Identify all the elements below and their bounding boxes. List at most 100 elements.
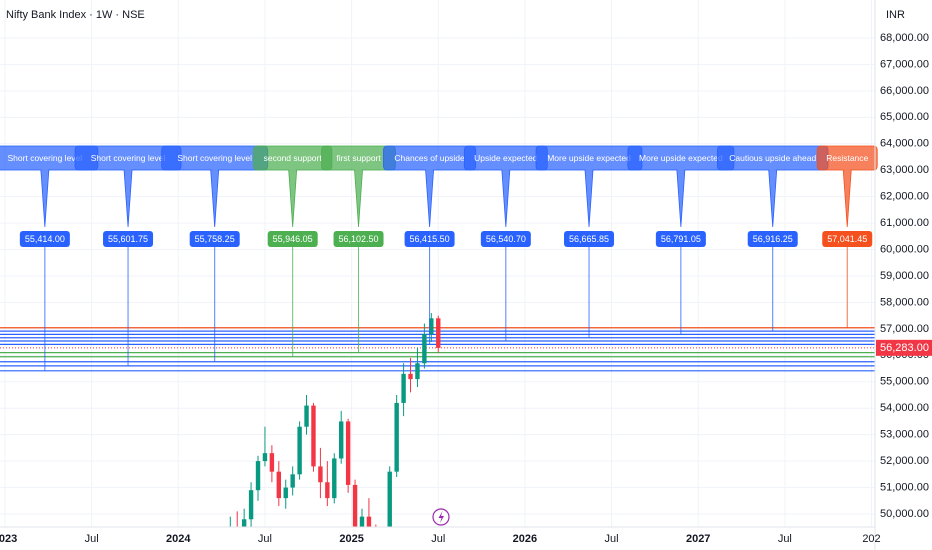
y-tick-label: 60,000.00	[880, 243, 929, 255]
candle-body	[415, 363, 420, 380]
candle-body	[345, 421, 351, 485]
candle-body	[248, 490, 254, 520]
candle-body	[352, 484, 358, 527]
price-label: 55,601.75	[108, 234, 148, 244]
y-tick-label: 61,000.00	[880, 217, 929, 229]
price-label: 56,540.70	[486, 234, 526, 244]
callout-label: Resistance	[826, 153, 868, 163]
candle-body	[339, 421, 344, 459]
last-price-box	[876, 339, 932, 356]
x-tick-label: 2025	[339, 533, 363, 545]
price-label: 57,041.45	[827, 234, 867, 244]
y-tick-label: 63,000.00	[880, 164, 929, 176]
y-tick-label: 59,000.00	[880, 270, 929, 282]
price-label-box	[19, 231, 70, 247]
candle-body	[332, 458, 337, 499]
candle-body	[241, 519, 247, 527]
y-tick-label: 51,000.00	[880, 481, 929, 493]
alert-icon[interactable]	[432, 508, 450, 526]
callout-label: second support	[264, 153, 323, 163]
callout-label: More upside expected	[639, 153, 723, 163]
price-label-box	[103, 231, 154, 247]
price-label-box	[333, 231, 384, 247]
candle-body	[311, 405, 316, 467]
candle-body	[401, 373, 406, 403]
y-tick-label: 54,000.00	[880, 402, 929, 414]
candle-body	[366, 516, 372, 527]
candle-body	[283, 487, 288, 499]
callout-label: More upside expected	[547, 153, 631, 163]
price-label-box	[189, 231, 240, 247]
y-tick-label: 67,000.00	[880, 58, 929, 70]
candle-body	[318, 466, 323, 483]
callout-label: Short covering level	[177, 153, 252, 163]
x-tick-label: Jul	[778, 533, 792, 545]
price-label: 56,102.50	[339, 234, 379, 244]
candle-body	[436, 318, 441, 348]
candle-body	[276, 471, 282, 499]
candles	[229, 313, 441, 527]
price-label-box	[564, 231, 615, 247]
callout-label: Upside expected	[474, 153, 538, 163]
candle-body	[262, 453, 268, 462]
price-label: 55,414.00	[25, 234, 65, 244]
axes: 50,000.00 51,000.00 52,000.00 53,000.00 54,0…	[0, 32, 932, 545]
callout-label: Short covering level	[91, 153, 166, 163]
x-tick-label: 2024	[166, 533, 191, 545]
candle-body	[269, 453, 275, 472]
candle-body	[255, 461, 261, 491]
y-tick-label: 58,000.00	[880, 296, 929, 308]
candle-body	[304, 405, 309, 427]
price-label-box	[747, 231, 798, 247]
price-label: 55,758.25	[195, 234, 235, 244]
y-tick-label: 55,000.00	[880, 376, 929, 388]
callout-bubble	[816, 145, 878, 228]
currency: INR	[886, 9, 905, 21]
x-tick-label: 2027	[686, 533, 710, 545]
chart-title: Nifty Bank Index · 1W · NSE	[6, 9, 145, 21]
y-tick-label: 53,000.00	[880, 429, 929, 441]
price-label-box	[404, 231, 455, 247]
x-tick-label: 2026	[513, 533, 537, 545]
y-tick-label: 64,000.00	[880, 138, 929, 150]
price-label-box	[480, 231, 531, 247]
y-tick-label: 68,000.00	[880, 32, 929, 44]
callouts: Short covering level 55,414.00 Short cover…	[0, 145, 878, 371]
x-tick-label: Jul	[605, 533, 619, 545]
candle-body	[422, 334, 427, 364]
price-label: 56,916.25	[753, 234, 793, 244]
x-tick-label: Jul	[85, 533, 99, 545]
x-tick-label: Jul	[258, 533, 272, 545]
price-label-box	[822, 231, 873, 247]
candle-body	[290, 474, 295, 488]
candle-body	[387, 471, 392, 527]
y-tick-label: 57,000.00	[880, 323, 929, 335]
candle-body	[325, 482, 330, 499]
y-tick-label: 65,000.00	[880, 111, 929, 123]
price-label: 55,946.05	[273, 234, 313, 244]
price-label-box	[655, 231, 706, 247]
y-tick-label: 62,000.00	[880, 191, 929, 203]
candle-body	[394, 402, 399, 472]
y-tick-label: 52,000.00	[880, 455, 929, 467]
price-label: 56,791.05	[661, 234, 701, 244]
price-label: 56,415.50	[410, 234, 450, 244]
callout-label: Cautious upside ahead	[729, 153, 816, 163]
callout-label: first support	[336, 153, 381, 163]
price-label: 56,665.85	[569, 234, 609, 244]
y-tick-label: 50,000.00	[880, 508, 929, 520]
price-label-box	[267, 231, 318, 247]
x-tick-label: 2023	[0, 533, 17, 545]
y-tick-label: 66,000.00	[880, 85, 929, 97]
candle-body	[359, 516, 365, 527]
last-price-label: 56,283.00	[880, 342, 929, 354]
candle-body	[297, 426, 302, 475]
x-tick-label: 202	[862, 533, 880, 545]
candle-body	[429, 318, 434, 335]
x-tick-label: Jul	[431, 533, 445, 545]
candle-body	[408, 373, 413, 380]
callout-label: Short covering level	[8, 153, 83, 163]
callout-label: Chances of upside	[394, 153, 465, 163]
